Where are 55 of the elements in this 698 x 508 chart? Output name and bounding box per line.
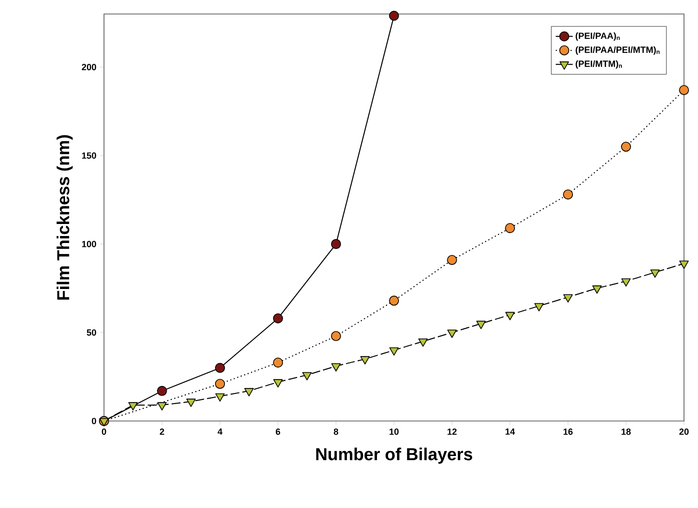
point — [302, 372, 312, 380]
x-tick-label: 10 — [390, 428, 399, 435]
y-tick-label: 0 — [92, 418, 96, 424]
legend-label: (PEI/PAA)$_{n}$ — [576, 32, 620, 41]
x-tick-label: 8 — [334, 428, 338, 435]
point — [157, 402, 167, 410]
point — [273, 358, 283, 368]
point — [331, 331, 341, 342]
y-tick-label: 50 — [86, 329, 96, 336]
point — [621, 278, 631, 287]
point — [418, 338, 428, 347]
point — [447, 254, 457, 265]
x-tick-label: 16 — [564, 428, 573, 435]
point — [679, 85, 689, 96]
point — [650, 269, 660, 278]
x-tick-label: 0 — [102, 428, 106, 435]
point — [157, 386, 167, 396]
legend-label: (PEI/PAA/PEI/MTM)$_{n}$ — [576, 46, 660, 55]
point — [331, 363, 341, 372]
point — [215, 362, 225, 373]
y-tick-label: 100 — [82, 240, 96, 248]
y-tick-label: 200 — [82, 64, 96, 70]
point — [505, 223, 515, 234]
x-tick-label: 12 — [448, 428, 457, 435]
point — [360, 356, 370, 364]
point — [447, 330, 457, 338]
point — [592, 285, 602, 294]
point — [389, 347, 399, 356]
point — [563, 294, 573, 303]
y-axis-title: Film Thickness (nm) — [56, 135, 73, 300]
point — [244, 388, 254, 396]
x-axis-title: Number of Bilayers — [316, 448, 472, 464]
x-tick-label: 20 — [679, 428, 689, 435]
point — [215, 378, 225, 389]
point — [128, 402, 138, 410]
point — [273, 313, 283, 324]
point — [215, 393, 225, 402]
point — [331, 239, 341, 250]
point — [389, 10, 399, 21]
point — [389, 296, 399, 306]
point — [505, 312, 515, 320]
x-tick-label: 18 — [622, 428, 631, 435]
point — [621, 142, 631, 152]
x-tick-label: 4 — [218, 428, 222, 435]
y-tick-label: 150 — [82, 152, 96, 159]
point — [273, 379, 283, 388]
point — [679, 260, 689, 269]
x-tick-label: 2 — [160, 428, 164, 435]
x-tick-label: 6 — [276, 428, 280, 435]
point — [534, 303, 544, 312]
point — [563, 190, 573, 200]
legend-label: (PEI/MTM)$_{n}$ — [576, 60, 622, 69]
point — [186, 398, 196, 407]
point — [476, 320, 486, 330]
x-tick-label: 14 — [506, 428, 515, 435]
